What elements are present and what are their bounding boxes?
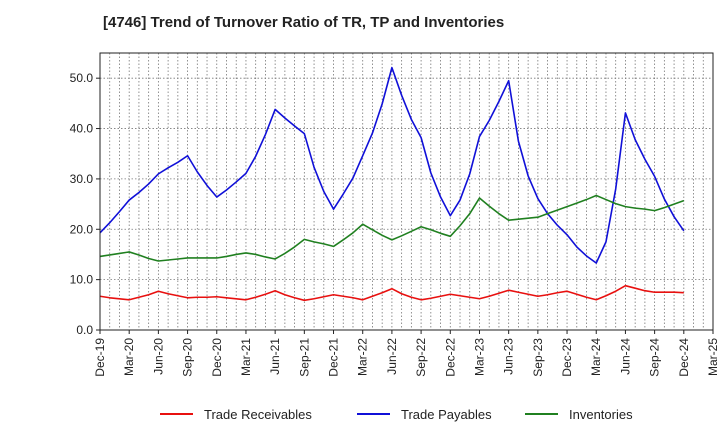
trade-receivables-line <box>99 284 684 302</box>
inventories-line <box>99 194 685 262</box>
y-tick-label: 40.0 <box>70 122 94 136</box>
x-tick-label: Dec-23 <box>560 338 574 377</box>
trade-payables-legend-label: Trade Payables <box>401 407 492 422</box>
x-tick-label: Dec-21 <box>327 338 341 377</box>
x-tick-label: Jun-22 <box>385 338 399 375</box>
x-tick-label: Sep-23 <box>531 338 545 377</box>
trade-receivables-legend-label: Trade Receivables <box>204 407 312 422</box>
x-tick-label: Mar-24 <box>589 338 603 376</box>
x-tick-label: Jun-24 <box>618 338 632 375</box>
x-tick-label: Mar-21 <box>239 338 253 376</box>
x-tick-label: Sep-20 <box>181 338 195 377</box>
x-tick-label: Mar-20 <box>122 338 136 376</box>
x-tick-label: Jun-21 <box>268 338 282 375</box>
x-tick-label: Dec-19 <box>93 338 107 377</box>
x-tick-label: Sep-24 <box>648 338 662 377</box>
x-tick-label: Sep-21 <box>297 338 311 377</box>
y-tick-label: 20.0 <box>70 222 94 236</box>
x-tick-label: Jun-23 <box>502 338 516 375</box>
x-tick-label: Dec-22 <box>443 338 457 377</box>
trade-payables-line <box>99 66 685 264</box>
y-tick-label: 0.0 <box>76 323 93 337</box>
plot-frame <box>99 52 714 331</box>
x-tick-label: Dec-20 <box>210 338 224 377</box>
x-tick-label: Sep-22 <box>414 338 428 377</box>
chart-title: [4746] Trend of Turnover Ratio of TR, TP… <box>103 14 505 31</box>
y-tick-label: 10.0 <box>70 273 94 287</box>
y-tick-label: 30.0 <box>70 172 94 186</box>
y-tick-label: 50.0 <box>70 71 94 85</box>
x-tick-label: Jun-20 <box>151 338 165 375</box>
x-tick-label: Mar-23 <box>472 338 486 376</box>
inventories-legend-label: Inventories <box>569 407 633 422</box>
x-tick-label: Dec-24 <box>677 338 691 377</box>
x-tick-label: Mar-22 <box>356 338 370 376</box>
x-tick-label: Mar-25 <box>706 338 720 376</box>
